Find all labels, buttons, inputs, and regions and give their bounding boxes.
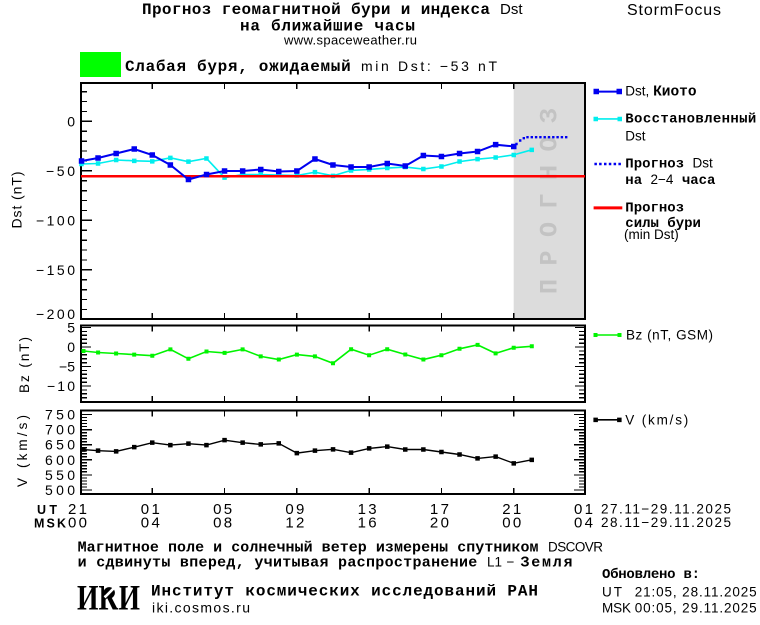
svg-text:Dst: Dst (625, 129, 645, 144)
svg-text:5: 5 (67, 320, 75, 336)
svg-text:Обновлено в:: Обновлено в: (602, 567, 700, 583)
svg-text:650: 650 (45, 437, 75, 453)
svg-text:Bz (nT): Bz (nT) (17, 337, 32, 393)
svg-text:StormFocus: StormFocus (627, 2, 721, 19)
svg-text:−5: −5 (59, 359, 75, 375)
svg-text:00:05, 29.11.2025: 00:05, 29.11.2025 (635, 601, 757, 616)
svg-text:MSK: MSK (34, 517, 66, 531)
svg-text:750: 750 (45, 407, 75, 423)
svg-text:21:05, 28.11.2025: 21:05, 28.11.2025 (635, 585, 757, 600)
svg-text:Dst (nT): Dst (nT) (9, 172, 25, 229)
svg-text:0: 0 (67, 339, 75, 355)
svg-text:на 2−4 часа: на 2−4 часа (625, 172, 716, 189)
svg-text:ПРОГНОЗ: ПРОГНОЗ (536, 99, 565, 294)
svg-text:Магнитное поле и солнечный вет: Магнитное поле и солнечный ветер измерен… (78, 540, 604, 557)
svg-text:−50: −50 (46, 163, 75, 179)
svg-text:Институт космических исследова: Институт космических исследований РАН (151, 583, 538, 601)
svg-text:(min Dst): (min Dst) (624, 227, 679, 242)
svg-text:600: 600 (45, 452, 75, 468)
svg-text:Прогноз геомагнитной бури и ин: Прогноз геомагнитной бури и индекса Dst (142, 1, 523, 19)
svg-text:27.11−29.11.2025: 27.11−29.11.2025 (601, 502, 731, 517)
svg-text:Dst, Киото: Dst, Киото (625, 84, 697, 101)
svg-text:Прогноз: Прогноз (625, 201, 684, 217)
svg-text:500: 500 (45, 482, 75, 498)
svg-text:MSK: MSK (602, 601, 631, 616)
svg-text:www.spaceweather.ru: www.spaceweather.ru (283, 33, 417, 48)
svg-text:на ближайшие часы: на ближайшие часы (240, 18, 415, 36)
svg-text:Bz (nT, GSM): Bz (nT, GSM) (626, 328, 713, 343)
svg-text:Прогноз Dst: Прогноз Dst (625, 156, 713, 173)
svg-text:−10: −10 (47, 378, 75, 394)
svg-text:28.11−29.11.2025: 28.11−29.11.2025 (601, 515, 731, 530)
svg-text:V (km/s): V (km/s) (625, 412, 688, 427)
svg-text:iki.cosmos.ru: iki.cosmos.ru (152, 600, 250, 616)
svg-text:700: 700 (45, 422, 75, 438)
svg-text:Восстановленный: Восстановленный (625, 112, 756, 128)
svg-text:силы бури: силы бури (625, 216, 701, 232)
svg-text:550: 550 (45, 467, 75, 483)
svg-text:V (km/s): V (km/s) (15, 415, 30, 487)
svg-text:Слабая буря, ожидаемый min Dst: Слабая буря, ожидаемый min Dst: −53 nT (125, 58, 497, 76)
svg-text:и сдвинуты вперед, учитывая ра: и сдвинуты вперед, учитывая распростране… (78, 555, 573, 572)
svg-text:0: 0 (67, 113, 75, 129)
